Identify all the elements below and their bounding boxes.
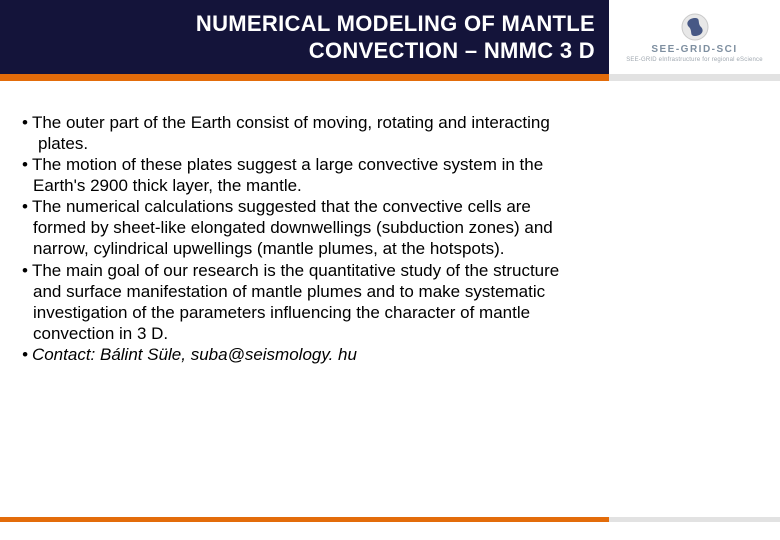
accent-bar-top-gray: [609, 74, 780, 81]
bullet-text: The outer part of the Earth consist of m…: [32, 112, 550, 133]
accent-bar-top-orange: [0, 74, 609, 81]
bullet-item: • The outer part of the Earth consist of…: [22, 112, 752, 133]
slide: NUMERICAL MODELING OF MANTLE CONVECTION …: [0, 0, 780, 540]
bullet-dot: •: [22, 344, 32, 365]
bullet-text: The numerical calculations suggested tha…: [32, 196, 531, 217]
bullet-continuation: convection in 3 D.: [22, 323, 752, 344]
accent-bar-bottom-orange: [0, 517, 609, 522]
bullet-continuation: investigation of the parameters influenc…: [22, 302, 752, 323]
bullet-text: The main goal of our research is the qua…: [32, 260, 559, 281]
logo-icon: [675, 12, 715, 42]
title-line-1: NUMERICAL MODELING OF MANTLE: [196, 11, 595, 36]
bullet-item: • The motion of these plates suggest a l…: [22, 154, 752, 175]
bullet-text: Contact: Bálint Süle, suba@seismology. h…: [32, 344, 357, 365]
bullet-continuation: formed by sheet-like elongated downwelli…: [22, 217, 752, 238]
bullet-dot: •: [22, 260, 32, 281]
bullet-item: • The main goal of our research is the q…: [22, 260, 752, 281]
header-bar: NUMERICAL MODELING OF MANTLE CONVECTION …: [0, 0, 609, 74]
bullet-continuation: plates.: [22, 133, 752, 154]
bullet-item: • The numerical calculations suggested t…: [22, 196, 752, 217]
title-line-2: CONVECTION – NMMC 3 D: [309, 38, 595, 63]
bullet-dot: •: [22, 196, 32, 217]
bullet-continuation: Earth's 2900 thick layer, the mantle.: [22, 175, 752, 196]
logo-text: SEE-GRID-SCI: [651, 44, 737, 55]
bullet-item: • Contact: Bálint Süle, suba@seismology.…: [22, 344, 752, 365]
bullet-continuation: narrow, cylindrical upwellings (mantle p…: [22, 238, 752, 259]
body-text: • The outer part of the Earth consist of…: [22, 112, 752, 365]
logo-subtext: SEE-GRID eInfrastructure for regional eS…: [626, 57, 763, 63]
bullet-dot: •: [22, 154, 32, 175]
logo-area: SEE-GRID-SCI SEE-GRID eInfrastructure fo…: [609, 0, 780, 74]
bullet-dot: •: [22, 112, 32, 133]
header-title: NUMERICAL MODELING OF MANTLE CONVECTION …: [196, 10, 595, 65]
accent-bar-bottom-gray: [609, 517, 780, 522]
bullet-continuation: and surface manifestation of mantle plum…: [22, 281, 752, 302]
bullet-text: The motion of these plates suggest a lar…: [32, 154, 543, 175]
